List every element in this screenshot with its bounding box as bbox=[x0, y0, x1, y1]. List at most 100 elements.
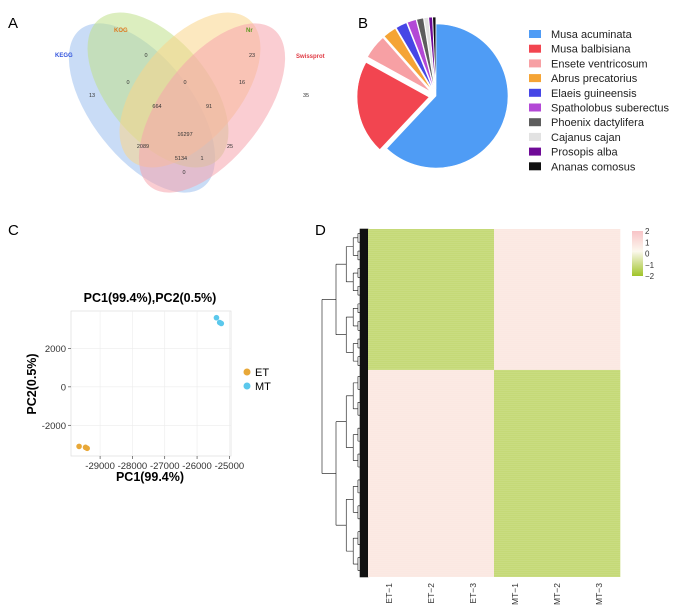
dendrogram-branch bbox=[352, 434, 358, 461]
colorbar-tick-label: −1 bbox=[645, 261, 655, 270]
colorbar-gradient bbox=[632, 231, 643, 276]
venn-count-kog-nr-swissprot: 91 bbox=[206, 104, 212, 110]
pie-slice-3 bbox=[367, 37, 431, 92]
venn-label-nr: Nr bbox=[246, 28, 253, 34]
venn-count-all: 16297 bbox=[177, 132, 192, 138]
heatmap: ET−1 ET−2 ET−3 MT−1 MT−2 MT−3 2 1 0 −1 −2 bbox=[321, 227, 655, 605]
dendrogram-branch bbox=[352, 486, 358, 513]
panel-label-c: C bbox=[8, 222, 19, 239]
venn-count-kog-only: 0 bbox=[144, 53, 147, 59]
venn-count-kegg-swissprot: 1 bbox=[200, 156, 203, 162]
pie-legend-swatch-9 bbox=[529, 147, 541, 156]
pie-legend-swatch-8 bbox=[529, 132, 541, 141]
colorbar-tick-label: 1 bbox=[645, 238, 650, 247]
dendrogram-branch bbox=[345, 316, 354, 353]
venn-label-swissprot: Swissprot bbox=[296, 54, 325, 60]
dendrogram-branch bbox=[335, 263, 347, 336]
pie-legend-swatch-6 bbox=[529, 103, 541, 112]
legend-mt-marker bbox=[243, 382, 251, 390]
pie-slice-8 bbox=[423, 17, 436, 90]
dendrogram-branch bbox=[352, 537, 358, 565]
pie-legend-swatch-3 bbox=[529, 59, 541, 68]
dendrogram-branch bbox=[335, 421, 347, 526]
heatmap-column-label: ET−2 bbox=[426, 583, 436, 604]
pie-legend-label-4: Abrus precatorius bbox=[551, 73, 638, 85]
pca-x-tick-label: -25000 bbox=[215, 461, 245, 472]
venn-count-nr-swissprot: 16 bbox=[239, 80, 245, 86]
pca-x-tick-label: -26000 bbox=[182, 461, 212, 472]
pie-legend-label-6: Spatholobus suberectus bbox=[551, 103, 670, 115]
pie-legend: Musa acuminata Musa balbisiana Ensete vent… bbox=[529, 29, 670, 173]
pie-slice-10 bbox=[432, 16, 437, 90]
venn-count-kegg-nr-swissprot: 5134 bbox=[175, 156, 187, 162]
venn-label-kog: KOG bbox=[114, 28, 128, 34]
pca-y-tick-label: 2000 bbox=[45, 344, 66, 355]
heatmap-column-labels: ET−1 ET−2 ET−3 MT−1 MT−2 MT−3 bbox=[384, 583, 604, 605]
pie-legend-swatch-2 bbox=[529, 44, 541, 53]
pie-slice-4 bbox=[383, 27, 433, 91]
pie-legend-label-10: Ananas comosus bbox=[551, 161, 636, 173]
heatmap-column-label: MT−3 bbox=[594, 583, 604, 605]
pca-point-mt bbox=[218, 320, 225, 327]
dendrogram-leaves bbox=[359, 228, 369, 578]
pca-y-axis: -2000 0 2000 bbox=[42, 344, 71, 432]
venn-label-kegg: KEGG bbox=[55, 53, 73, 59]
pie-slice-6 bbox=[406, 19, 435, 90]
venn-count-kegg-nr: 0 bbox=[182, 170, 185, 176]
legend-mt-label: MT bbox=[255, 381, 271, 393]
pca-scatter: PC1(99.4%),PC2(0.5%) -29000 -28000 -27000-… bbox=[25, 291, 271, 484]
pie-slice-2 bbox=[356, 62, 430, 151]
venn-count-kegg-kog: 0 bbox=[126, 80, 129, 86]
pca-legend: ET MT bbox=[243, 367, 271, 393]
pca-x-axis: -29000 -28000 -27000 -26000 -25000 bbox=[85, 456, 244, 472]
panel-label-a: A bbox=[8, 15, 18, 32]
heatmap-column-label: MT−1 bbox=[510, 583, 520, 605]
venn-ellipse-swissprot bbox=[138, 23, 286, 193]
pca-x-tick-label: -27000 bbox=[150, 461, 180, 472]
venn-count-kegg-kog-nr: 664 bbox=[152, 104, 161, 110]
panel-label-b: B bbox=[358, 15, 368, 32]
venn-count-kog-swissprot: 25 bbox=[227, 144, 233, 150]
venn-count-kegg-only: 13 bbox=[89, 93, 95, 99]
pie-legend-swatch-10 bbox=[529, 162, 541, 171]
pca-grid bbox=[71, 311, 231, 456]
pie-legend-label-3: Ensete ventricosum bbox=[551, 58, 648, 70]
pca-y-label: PC2(0.5%) bbox=[25, 353, 39, 414]
colorbar-tick-label: 2 bbox=[645, 227, 650, 236]
pca-title: PC1(99.4%),PC2(0.5%) bbox=[84, 291, 217, 305]
dendrogram-branch bbox=[345, 395, 354, 448]
dendrogram-branch bbox=[345, 499, 354, 552]
heatmap-column-label: MT−2 bbox=[552, 583, 562, 605]
venn-count-nr-only: 23 bbox=[249, 53, 255, 59]
dendrogram-branch bbox=[352, 343, 358, 362]
panel-label-d: D bbox=[315, 222, 326, 239]
pie-legend-label-9: Prosopis alba bbox=[551, 147, 619, 159]
pie-legend-swatch-7 bbox=[529, 118, 541, 127]
pie-slice-1 bbox=[386, 23, 509, 169]
legend-et-marker bbox=[243, 368, 251, 376]
pca-y-tick-label: 0 bbox=[61, 382, 66, 393]
pie-legend-label-2: Musa balbisiana bbox=[551, 44, 631, 56]
pca-x-label: PC1(99.4%) bbox=[116, 470, 184, 484]
dendrogram-branch bbox=[352, 237, 358, 256]
colorbar-tick-label: 0 bbox=[645, 250, 650, 259]
pie-legend-swatch-5 bbox=[529, 88, 541, 97]
dendrogram-branch bbox=[352, 307, 358, 327]
venn-count-swissprot-only: 35 bbox=[303, 93, 309, 99]
dendrogram-branch bbox=[352, 272, 358, 291]
colorbar-tick-label: −2 bbox=[645, 272, 655, 281]
pie-legend-label-1: Musa acuminata bbox=[551, 29, 633, 41]
heatmap-column-label: ET−3 bbox=[468, 583, 478, 604]
pca-point-et bbox=[76, 443, 82, 450]
pca-plot-area bbox=[70, 310, 232, 457]
pie-legend-swatch-1 bbox=[529, 30, 541, 38]
pie-legend-swatch-4 bbox=[529, 74, 541, 83]
pie-legend-label-7: Phoenix dactylifera bbox=[551, 117, 645, 129]
dendrogram-branch bbox=[352, 382, 358, 410]
pie-legend-label-5: Elaeis guineensis bbox=[551, 88, 637, 100]
pca-x-tick-label: -28000 bbox=[118, 461, 148, 472]
dendrogram-branch bbox=[321, 299, 336, 474]
pie-legend-label-8: Cajanus cajan bbox=[551, 132, 621, 144]
heatmap-row-texture bbox=[368, 229, 620, 577]
